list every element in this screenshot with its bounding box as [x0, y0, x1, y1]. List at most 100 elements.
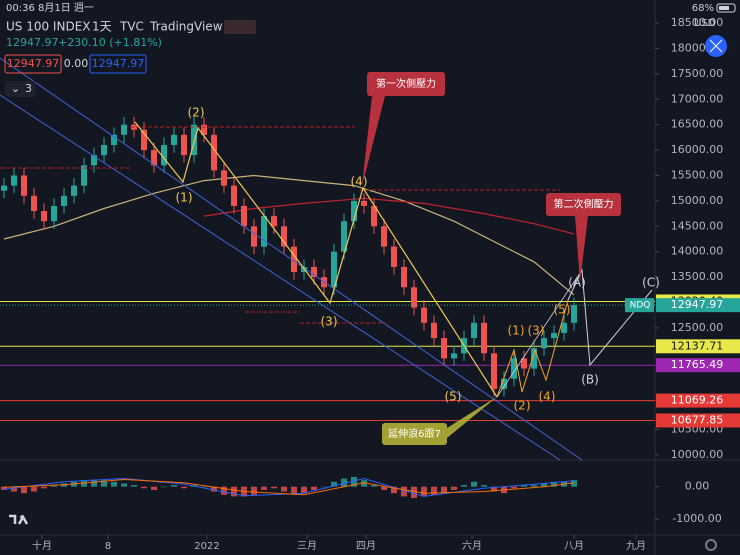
- x-tick-label: 九月: [626, 540, 646, 552]
- macd-histogram-bar: [531, 485, 537, 487]
- level-tag: [656, 413, 740, 428]
- candle-body: [161, 144, 167, 166]
- candle-body: [41, 211, 47, 222]
- level-label: 11069.26: [671, 394, 724, 407]
- wave-label: (2): [514, 399, 531, 413]
- macd-line: [3, 477, 575, 497]
- source: TVC: [119, 20, 144, 34]
- tv-logo: [17, 514, 29, 525]
- wave-label: (5): [554, 303, 571, 317]
- macd-histogram-bar: [101, 480, 107, 487]
- macd-histogram-bar: [261, 486, 267, 490]
- macd-histogram-bar: [321, 486, 327, 488]
- symbol[interactable]: US 100 INDEX: [6, 20, 91, 34]
- y-tick-label: 17500.00: [671, 67, 724, 80]
- settings-icon[interactable]: [705, 539, 717, 551]
- candle-body: [451, 353, 457, 359]
- moving-average: [203, 197, 575, 235]
- battery-level: 68%: [692, 3, 714, 14]
- candle-body: [471, 322, 477, 339]
- macd-histogram-bar: [551, 481, 557, 487]
- level-label: 12137.71: [671, 339, 724, 352]
- candle-body: [291, 246, 297, 273]
- macd-tick-label: -1000.00: [672, 512, 721, 525]
- indicator-toggle[interactable]: [5, 81, 35, 97]
- y-tick-label: 15500.00: [671, 168, 724, 181]
- candle-body: [271, 216, 277, 227]
- y-tick-label: 12500.00: [671, 321, 724, 334]
- callout-pointer: [362, 96, 385, 186]
- projection-line: [496, 269, 583, 398]
- macd-histogram-bar: [161, 486, 167, 488]
- candle-body: [81, 165, 87, 186]
- y-tick-label: 18500.00: [671, 16, 724, 29]
- macd-histogram-bar: [111, 481, 117, 487]
- tv-logo: [9, 514, 17, 524]
- wave-label: (1): [508, 324, 525, 338]
- candle-body: [571, 305, 577, 323]
- macd-histogram-bar: [451, 486, 457, 490]
- candle-body: [501, 378, 507, 389]
- compare-button[interactable]: [224, 20, 256, 34]
- callout-text: 延伸浪6跟7: [388, 427, 441, 440]
- macd-histogram-bar: [431, 486, 437, 495]
- level-tag: [656, 339, 740, 354]
- candle-body: [531, 348, 537, 369]
- status-time: 00:36: [6, 3, 35, 14]
- level-tag: [656, 393, 740, 408]
- candle-body: [51, 205, 57, 222]
- level-label: 11765.49: [671, 358, 724, 371]
- wave-label: (1): [176, 191, 193, 205]
- macd-histogram-bar: [391, 486, 397, 494]
- callout-box: [367, 72, 445, 96]
- drawings: [0, 57, 653, 461]
- macd-line: [3, 478, 575, 496]
- x-tick-label: 2022: [194, 541, 219, 552]
- callout-text: 第二次側壓力: [554, 198, 614, 211]
- candle-body: [261, 216, 267, 247]
- macd-histogram-bar: [311, 486, 317, 490]
- macd-histogram-bar: [331, 481, 337, 487]
- buy-price: 12947.97: [92, 57, 145, 70]
- macd-histogram-bar: [151, 486, 157, 490]
- candle-body: [101, 144, 107, 156]
- candle-body: [11, 175, 17, 186]
- battery-fill: [719, 6, 729, 10]
- wave-label: (B): [581, 373, 599, 387]
- price-change: +230.10 (+1.81%): [58, 36, 162, 49]
- macd-histogram-bar: [291, 486, 297, 495]
- macd-histogram-bar: [361, 480, 367, 487]
- callout-box: [546, 193, 621, 216]
- last-price-tag: [656, 298, 740, 313]
- macd-histogram-bar: [441, 486, 447, 494]
- macd-histogram-bar: [471, 481, 477, 487]
- x-tick-label: 四月: [356, 540, 376, 552]
- currency[interactable]: USD: [694, 18, 716, 29]
- y-tick-label: 10000.00: [671, 448, 724, 461]
- macd-histogram-bar: [231, 486, 237, 497]
- cursor-icon: [709, 39, 723, 53]
- wave-label: (C): [642, 276, 660, 290]
- candle-body: [91, 155, 97, 166]
- buy-box[interactable]: [89, 54, 147, 74]
- candle-body: [341, 221, 347, 252]
- interval[interactable]: 1天: [92, 20, 112, 34]
- candle-body: [1, 185, 7, 191]
- y-tick-label: 14000.00: [671, 245, 724, 258]
- sell-box[interactable]: [4, 54, 62, 74]
- macd-histogram-bar: [171, 485, 177, 487]
- macd-histogram-bar: [181, 486, 187, 489]
- x-tick-label: 三月: [297, 540, 317, 552]
- level-label: 10677.85: [671, 413, 724, 426]
- candle-body: [521, 358, 527, 369]
- status-date: 8月1日 週一: [38, 2, 94, 14]
- macd-histogram-bar: [51, 485, 57, 487]
- macd-histogram-bar: [281, 486, 287, 492]
- y-tick-label: 13500.00: [671, 270, 724, 283]
- y-tick-label: 16500.00: [671, 118, 724, 131]
- channel-line: [0, 57, 583, 461]
- candle-body: [381, 226, 387, 247]
- spread: 0.00: [64, 57, 89, 70]
- wave-label: (3): [528, 324, 545, 338]
